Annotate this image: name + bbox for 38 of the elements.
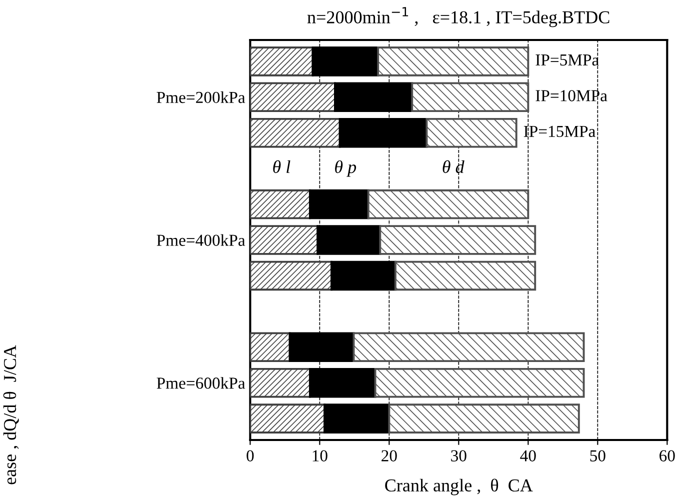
x-axis-title: Crank angle , θ CA: [385, 478, 533, 496]
series-label: θ d: [442, 160, 464, 174]
bar: [250, 404, 326, 434]
y-tick-label: Pme=600kPa: [156, 377, 246, 389]
bar: [426, 118, 518, 148]
annotation: IP=5MPa: [536, 54, 599, 66]
x-tick-label: 60: [660, 450, 675, 462]
text: ease , dQ/d θ J/CA: [3, 345, 19, 484]
bar: [379, 225, 536, 255]
y-tick-label: Pme=400kPa: [156, 234, 246, 246]
bar: [411, 82, 530, 112]
bar: [394, 260, 536, 291]
annotation: IP=10MPa: [536, 90, 608, 102]
bar: [324, 404, 390, 434]
x-tick-label: 40: [520, 450, 536, 462]
y-tick-label: Pme=200kPa: [156, 91, 246, 104]
x-tick-label: 50: [590, 450, 606, 462]
annotation: IP=15MPa: [524, 126, 596, 138]
bar: [388, 404, 580, 434]
series-label: θ l: [273, 160, 290, 174]
chart-title: n=2000min$^{−1}$ , ε=18.1 , IT=5deg.BTDC: [307, 7, 610, 28]
bar: [352, 332, 585, 362]
bar: [374, 368, 585, 398]
bar: [250, 189, 311, 220]
bar: [367, 189, 530, 220]
bar: [250, 225, 319, 255]
x-tick-label: 30: [451, 450, 466, 462]
bar: [250, 46, 314, 76]
bar: [250, 368, 311, 398]
x-tick-label: 20: [382, 450, 397, 462]
x-tick-label: 0: [246, 450, 254, 462]
series-label: θ p: [335, 160, 356, 177]
bar: [377, 46, 530, 76]
x-tick-label: 10: [312, 450, 328, 462]
bar: [250, 118, 341, 148]
bar: [250, 332, 291, 362]
bar: [250, 82, 336, 112]
bar: [250, 260, 332, 291]
